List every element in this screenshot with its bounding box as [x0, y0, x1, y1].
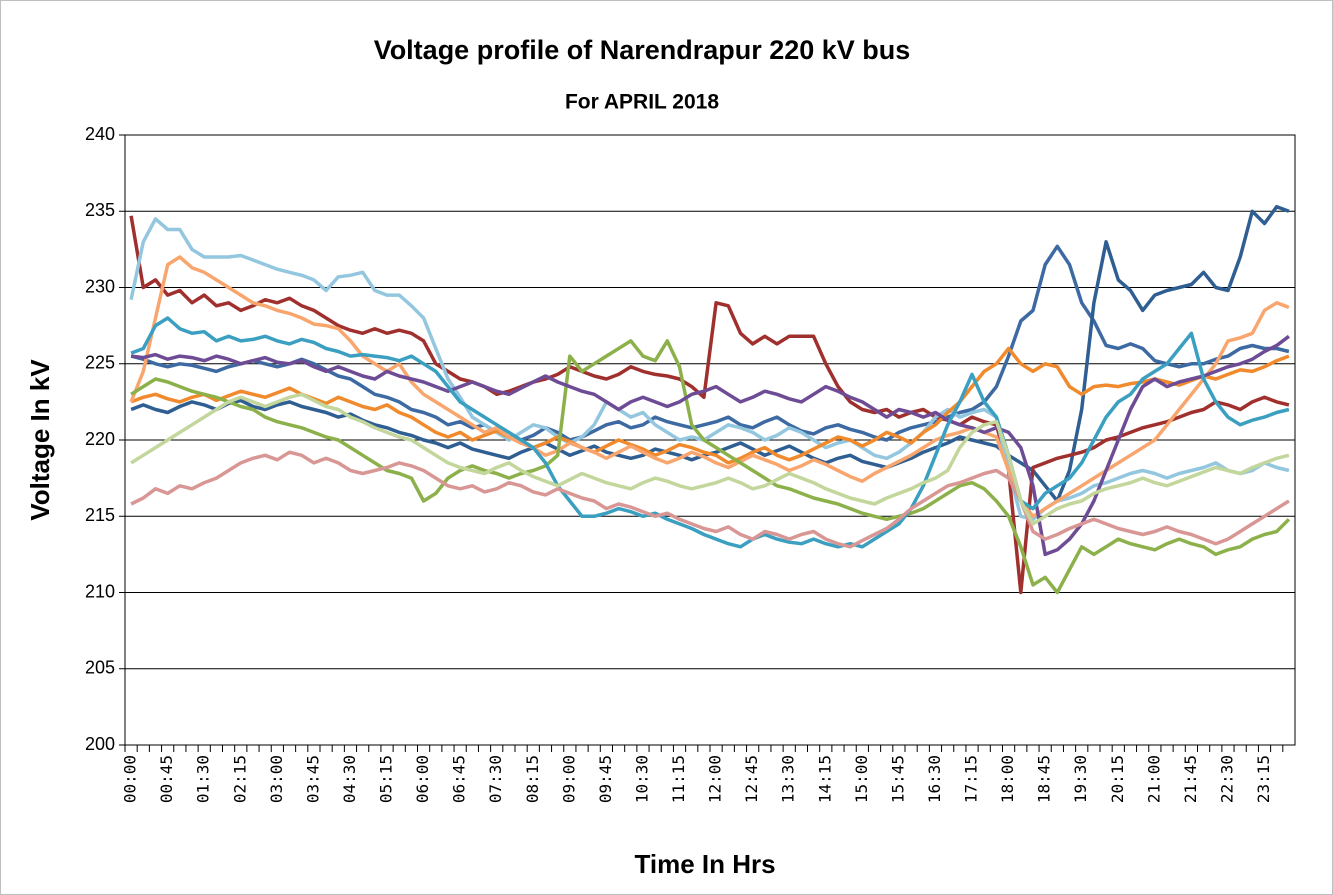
- x-tick-label: 09:00: [559, 755, 578, 803]
- x-tick-label: 05:15: [377, 755, 396, 803]
- x-tick-label: 06:45: [450, 755, 469, 803]
- x-tick-label: 03:45: [303, 755, 322, 803]
- x-tick-label: 10:30: [632, 755, 651, 803]
- x-tick-label: 15:00: [852, 755, 871, 803]
- series-line: [130, 450, 1290, 549]
- x-tick-label: 18:00: [998, 755, 1017, 803]
- x-tick-label: 02:15: [230, 755, 249, 803]
- x-tick-label: 01:30: [194, 755, 213, 803]
- x-tick-label: 12:45: [742, 755, 761, 803]
- x-tick-label: 04:30: [340, 755, 359, 803]
- series-line: [130, 316, 1290, 549]
- series-line: [129, 255, 1290, 519]
- x-tick-label: 22:30: [1217, 755, 1236, 803]
- y-tick-label: 235: [85, 200, 115, 220]
- x-tick-label: 13:30: [779, 755, 798, 803]
- x-tick-label: 19:30: [1071, 755, 1090, 803]
- x-tick-label: 12:00: [706, 755, 725, 803]
- x-tick-label: 23:15: [1254, 755, 1273, 803]
- x-tick-label: 03:00: [267, 755, 286, 803]
- x-tick-label: 21:45: [1181, 755, 1200, 803]
- x-tick-label: 18:45: [1035, 755, 1054, 803]
- series-line: [130, 334, 1290, 557]
- y-tick-label: 220: [85, 429, 115, 449]
- x-tick-label: 09:45: [596, 755, 615, 803]
- y-tick-label: 210: [85, 581, 115, 601]
- x-tick-label: 14:15: [815, 755, 834, 803]
- x-tick-label: 15:45: [888, 755, 907, 803]
- chart-title: Voltage profile of Narendrapur 220 kV bu…: [374, 35, 911, 65]
- x-tick-label: 16:30: [925, 755, 944, 803]
- y-tick-label: 230: [85, 276, 115, 296]
- x-tick-label: 17:15: [962, 755, 981, 803]
- y-tick-label: 215: [85, 505, 115, 525]
- y-tick-label: 225: [85, 353, 115, 373]
- x-tick-label: 21:00: [1144, 755, 1163, 803]
- y-axis-title: Voltage In kV: [25, 359, 55, 521]
- y-tick-label: 205: [85, 658, 115, 678]
- x-tick-label: 00:00: [121, 755, 140, 803]
- x-axis-title: Time In Hrs: [634, 849, 775, 879]
- series-line: [129, 217, 1290, 522]
- series-line: [130, 346, 1290, 465]
- x-tick-label: 20:15: [1108, 755, 1127, 803]
- series-line: [130, 392, 1290, 526]
- chart-subtitle: For APRIL 2018: [565, 91, 719, 114]
- y-tick-label: 200: [85, 734, 115, 754]
- x-tick-label: 11:15: [669, 755, 688, 803]
- x-tick-label: 06:00: [413, 755, 432, 803]
- series-line: [130, 339, 1291, 595]
- x-tick-label: 00:45: [157, 755, 176, 803]
- x-tick-label: 08:15: [523, 755, 542, 803]
- x-tick-label: 07:30: [486, 755, 505, 803]
- y-tick-label: 240: [85, 124, 115, 144]
- series-line: [129, 215, 1290, 595]
